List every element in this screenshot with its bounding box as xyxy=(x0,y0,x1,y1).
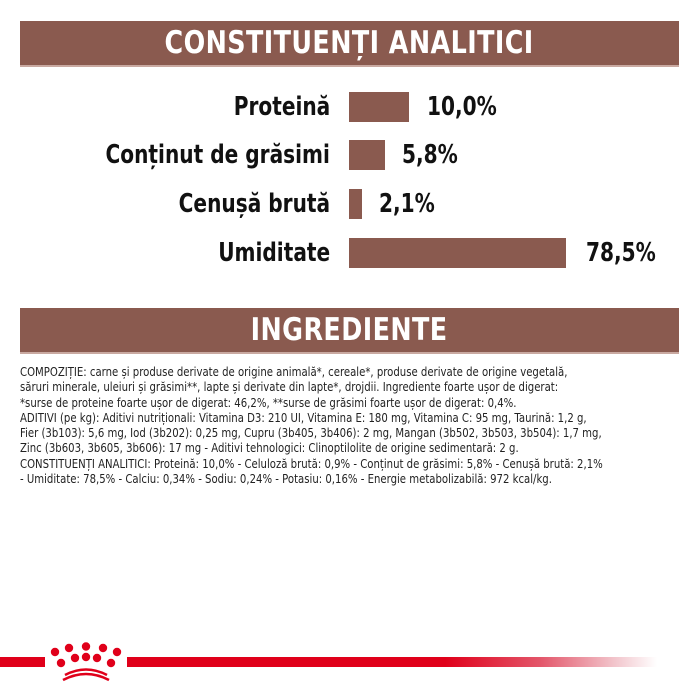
bar-row-ash: Cenușă brută 2,1% xyxy=(0,188,700,220)
ingredients-line: Zinc (3b603, 3b605, 3b606): 17 mg - Adit… xyxy=(20,441,519,456)
bar-label: Umiditate xyxy=(218,238,330,268)
bar xyxy=(349,189,362,219)
ingredients-text: COMPOZIȚIE: carne și produse derivate de… xyxy=(20,365,700,487)
bar-label: Proteină xyxy=(233,92,330,122)
bar-value: 10,0% xyxy=(427,92,497,122)
ingredients-line: - Umiditate: 78,5% - Calciu: 0,34% - Sod… xyxy=(20,472,552,487)
analytical-constituents-title: CONSTITUENȚI ANALITICI xyxy=(164,25,535,61)
bar-label: Conținut de grăsimi xyxy=(105,140,330,170)
bar xyxy=(349,92,409,122)
ingredients-banner: INGREDIENTE xyxy=(20,308,679,354)
ingredients-line: Fier (3b103): 5,6 mg, Iod (3b202): 0,25 … xyxy=(20,426,602,441)
ingredients-line: săruri minerale, uleiuri și grăsimi**, l… xyxy=(20,380,559,395)
footer-red-line-right xyxy=(127,657,657,667)
bar-row-moisture: Umiditate 78,5% xyxy=(0,237,700,269)
bar-row-protein: Proteină 10,0% xyxy=(0,91,700,123)
bar-row-fat: Conținut de grăsimi 5,8% xyxy=(0,139,700,171)
footer-red-line-left xyxy=(0,657,45,667)
ingredients-line: *surse de proteine foarte ușor de digera… xyxy=(20,395,517,410)
ingredients-line: COMPOZIȚIE: carne și produse derivate de… xyxy=(20,365,568,379)
bar xyxy=(349,238,566,268)
bar-label: Cenușă brută xyxy=(178,189,330,219)
bar-value: 5,8% xyxy=(402,140,458,170)
royal-canin-crown-icon xyxy=(50,642,122,682)
analytical-constituents-banner: CONSTITUENȚI ANALITICI xyxy=(20,21,679,67)
ingredients-line: CONSTITUENȚI ANALITICI: Proteină: 10,0% … xyxy=(20,456,603,471)
bar-value: 78,5% xyxy=(586,238,656,268)
bar-value: 2,1% xyxy=(379,189,435,219)
ingredients-line: ADITIVI (pe kg): Aditivi nutriționali: V… xyxy=(20,410,587,425)
bar xyxy=(349,140,385,170)
ingredients-title: INGREDIENTE xyxy=(251,312,448,348)
